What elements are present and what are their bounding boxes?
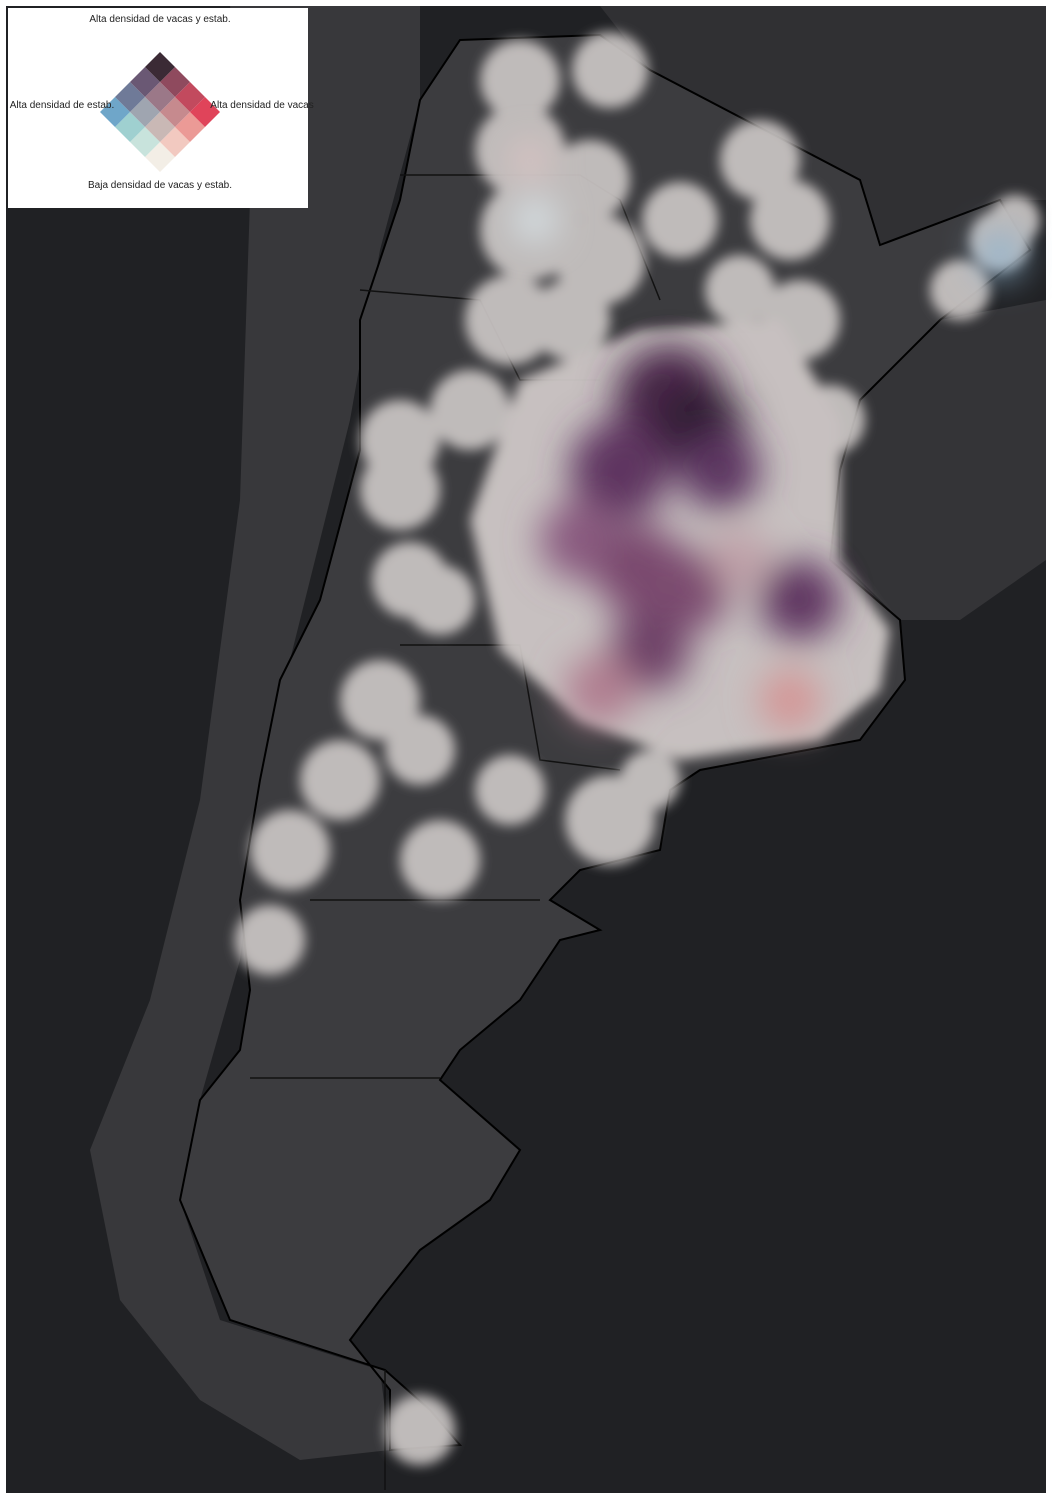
neighbors-east bbox=[840, 300, 1046, 620]
hot-zones bbox=[514, 144, 1022, 730]
hot-zone bbox=[515, 200, 555, 240]
chile bbox=[90, 6, 420, 1460]
hot-zone bbox=[570, 420, 670, 520]
hot-zone bbox=[610, 610, 690, 690]
legend-left: Alta densidad de estab. bbox=[10, 100, 115, 111]
gray-zone bbox=[385, 1395, 455, 1465]
legend-cell bbox=[145, 52, 175, 82]
hot-zone bbox=[710, 530, 770, 590]
gray-zone bbox=[990, 195, 1040, 245]
gray-zone bbox=[930, 260, 990, 320]
core-zone bbox=[470, 320, 890, 760]
hot-zone bbox=[760, 670, 820, 730]
gray-zone bbox=[385, 715, 455, 785]
hot-zone bbox=[978, 233, 1022, 277]
hot-zone bbox=[514, 144, 546, 176]
gray-zone bbox=[235, 905, 305, 975]
gray-zone bbox=[430, 370, 510, 450]
gray-zone bbox=[480, 40, 560, 120]
legend-grid bbox=[100, 52, 220, 172]
gray-zone bbox=[572, 32, 648, 108]
gray-zone bbox=[465, 275, 555, 365]
gray-zone bbox=[400, 820, 480, 900]
gray-zones bbox=[235, 32, 1040, 1465]
gray-zone bbox=[300, 740, 380, 820]
gray-zone bbox=[475, 755, 545, 825]
hot-zone bbox=[565, 655, 635, 725]
gray-zone bbox=[360, 450, 440, 530]
density-layer bbox=[235, 32, 1040, 1465]
legend-right: Alta densidad de vacas bbox=[210, 100, 313, 111]
border bbox=[400, 644, 621, 771]
gray-zone bbox=[720, 120, 800, 200]
gray-zone bbox=[705, 255, 775, 325]
gray-zone bbox=[340, 660, 420, 740]
hot-zone bbox=[760, 560, 840, 640]
gray-zone bbox=[250, 810, 330, 890]
gray-zone bbox=[750, 180, 830, 260]
legend-top: Alta densidad de vacas y estab. bbox=[89, 14, 230, 25]
gray-zone bbox=[620, 750, 680, 810]
legend-bottom: Baja densidad de vacas y estab. bbox=[88, 180, 232, 191]
hot-zone bbox=[650, 550, 730, 630]
neighbors-north bbox=[600, 6, 1046, 245]
gray-zone bbox=[405, 565, 475, 635]
gray-zone bbox=[642, 182, 718, 258]
hot-zone bbox=[680, 430, 760, 510]
gray-zone bbox=[530, 280, 610, 360]
